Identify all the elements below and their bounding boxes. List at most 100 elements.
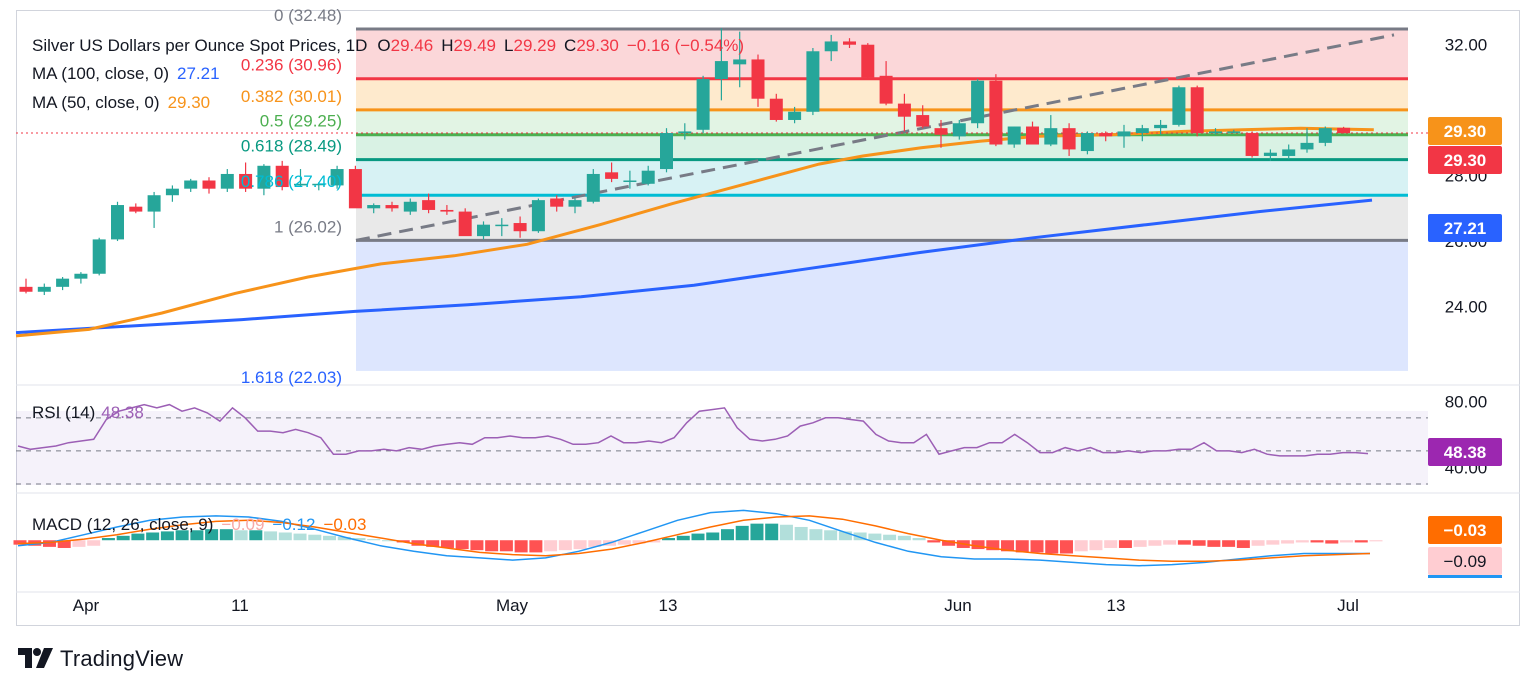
candle[interactable] <box>477 221 490 240</box>
macd-hist-bar <box>337 536 351 541</box>
candle[interactable] <box>1227 129 1241 134</box>
candle[interactable] <box>788 106 802 124</box>
candle[interactable] <box>1172 85 1186 127</box>
candle[interactable] <box>1080 131 1094 155</box>
rsi-legend: RSI (14) 48.38 <box>32 403 144 422</box>
tradingview-logo[interactable]: TradingView <box>18 646 183 672</box>
chart-canvas[interactable]: 0 (32.48) 0.236 (30.96) 0.382 (30.01) 0.5 (… <box>0 0 1536 640</box>
candle[interactable] <box>367 203 381 214</box>
candle[interactable] <box>605 162 619 183</box>
candle[interactable] <box>952 119 966 140</box>
candle[interactable] <box>806 47 820 116</box>
candle[interactable] <box>751 54 765 107</box>
ma100-legend: MA (100, close, 0) 27.21 <box>32 64 220 83</box>
candle[interactable] <box>1099 131 1113 142</box>
candle[interactable] <box>37 283 51 296</box>
candle[interactable] <box>458 208 472 237</box>
candle[interactable] <box>1007 126 1021 148</box>
candle[interactable] <box>312 182 326 191</box>
candle[interactable] <box>1044 115 1058 147</box>
candle[interactable] <box>111 201 124 242</box>
candle[interactable] <box>1245 131 1259 158</box>
time-tick-label: Jun <box>944 596 971 615</box>
macd-hist-bar <box>735 525 749 541</box>
macd-hist-bar <box>883 534 897 541</box>
candle[interactable] <box>861 43 875 80</box>
candle[interactable] <box>129 203 143 214</box>
candle[interactable] <box>495 218 509 237</box>
macd-hist-bar <box>912 538 926 541</box>
candle[interactable] <box>1026 121 1039 145</box>
candle[interactable] <box>1209 128 1222 135</box>
candle[interactable] <box>1318 126 1332 147</box>
candle[interactable] <box>56 277 70 291</box>
candle[interactable] <box>1300 128 1314 153</box>
macd-badges: −0.03 −0.09 <box>1428 516 1502 578</box>
candle[interactable] <box>1135 124 1149 142</box>
macd-hist-bar <box>13 540 27 545</box>
candle[interactable] <box>165 185 179 202</box>
candle[interactable] <box>147 191 161 228</box>
candle[interactable] <box>403 198 417 215</box>
candle[interactable] <box>623 170 637 189</box>
macd-hist-bar <box>1281 540 1295 544</box>
candle[interactable] <box>92 237 106 276</box>
candle[interactable] <box>696 75 710 134</box>
candle[interactable] <box>660 128 673 173</box>
candle[interactable] <box>385 201 399 212</box>
candle[interactable] <box>843 38 856 48</box>
candle[interactable] <box>330 165 344 189</box>
candle[interactable] <box>531 198 545 233</box>
fib-level-label: 0.786 (27.40) <box>241 172 342 191</box>
macd-hist-bar <box>1354 540 1368 543</box>
candle[interactable] <box>513 216 527 238</box>
candle[interactable] <box>440 205 454 215</box>
candle[interactable] <box>19 278 33 294</box>
candle[interactable] <box>220 169 234 192</box>
macd-hist-bar <box>706 532 720 541</box>
candle[interactable] <box>733 31 747 88</box>
candle[interactable] <box>348 165 362 209</box>
candle[interactable] <box>678 123 692 140</box>
candle[interactable] <box>971 79 985 129</box>
macd-hist-bar <box>1133 540 1147 547</box>
candle[interactable] <box>641 165 655 186</box>
candle[interactable] <box>586 169 600 204</box>
candle[interactable] <box>934 119 948 148</box>
candle[interactable] <box>74 272 88 284</box>
candle[interactable] <box>202 177 216 194</box>
candle[interactable] <box>1282 144 1296 160</box>
candle[interactable] <box>879 61 893 106</box>
candle[interactable] <box>1062 123 1076 156</box>
candle[interactable] <box>257 164 271 196</box>
candle[interactable] <box>550 195 564 212</box>
candle[interactable] <box>1190 85 1204 137</box>
candle[interactable] <box>568 198 582 214</box>
candle[interactable] <box>275 160 289 191</box>
candle[interactable] <box>239 162 253 192</box>
macd-hist-bar <box>1089 540 1103 551</box>
time-axis[interactable]: Apr 11 May 13 Jun 13 Jul <box>73 596 1359 615</box>
candle[interactable] <box>769 93 783 122</box>
macd-hist-bar <box>293 533 307 541</box>
macd-hist-bar <box>175 530 189 541</box>
time-tick-label: 13 <box>1107 596 1126 615</box>
candle[interactable] <box>916 105 930 129</box>
candle[interactable] <box>989 74 1003 147</box>
candle[interactable] <box>824 34 838 62</box>
candle[interactable] <box>1263 149 1277 161</box>
trend-line[interactable] <box>355 33 1395 242</box>
candle[interactable] <box>294 169 307 188</box>
candle[interactable] <box>897 93 911 132</box>
macd-hist-bar <box>1266 540 1280 545</box>
rsi-band-fill <box>16 411 1428 485</box>
tradingview-logo-icon <box>18 648 53 668</box>
candle[interactable] <box>1117 124 1131 148</box>
candle[interactable] <box>1337 126 1351 134</box>
candle[interactable] <box>714 28 728 101</box>
time-tick-label: 11 <box>231 596 249 615</box>
candle[interactable] <box>184 178 198 192</box>
candle[interactable] <box>1154 119 1168 135</box>
candle[interactable] <box>422 193 436 214</box>
